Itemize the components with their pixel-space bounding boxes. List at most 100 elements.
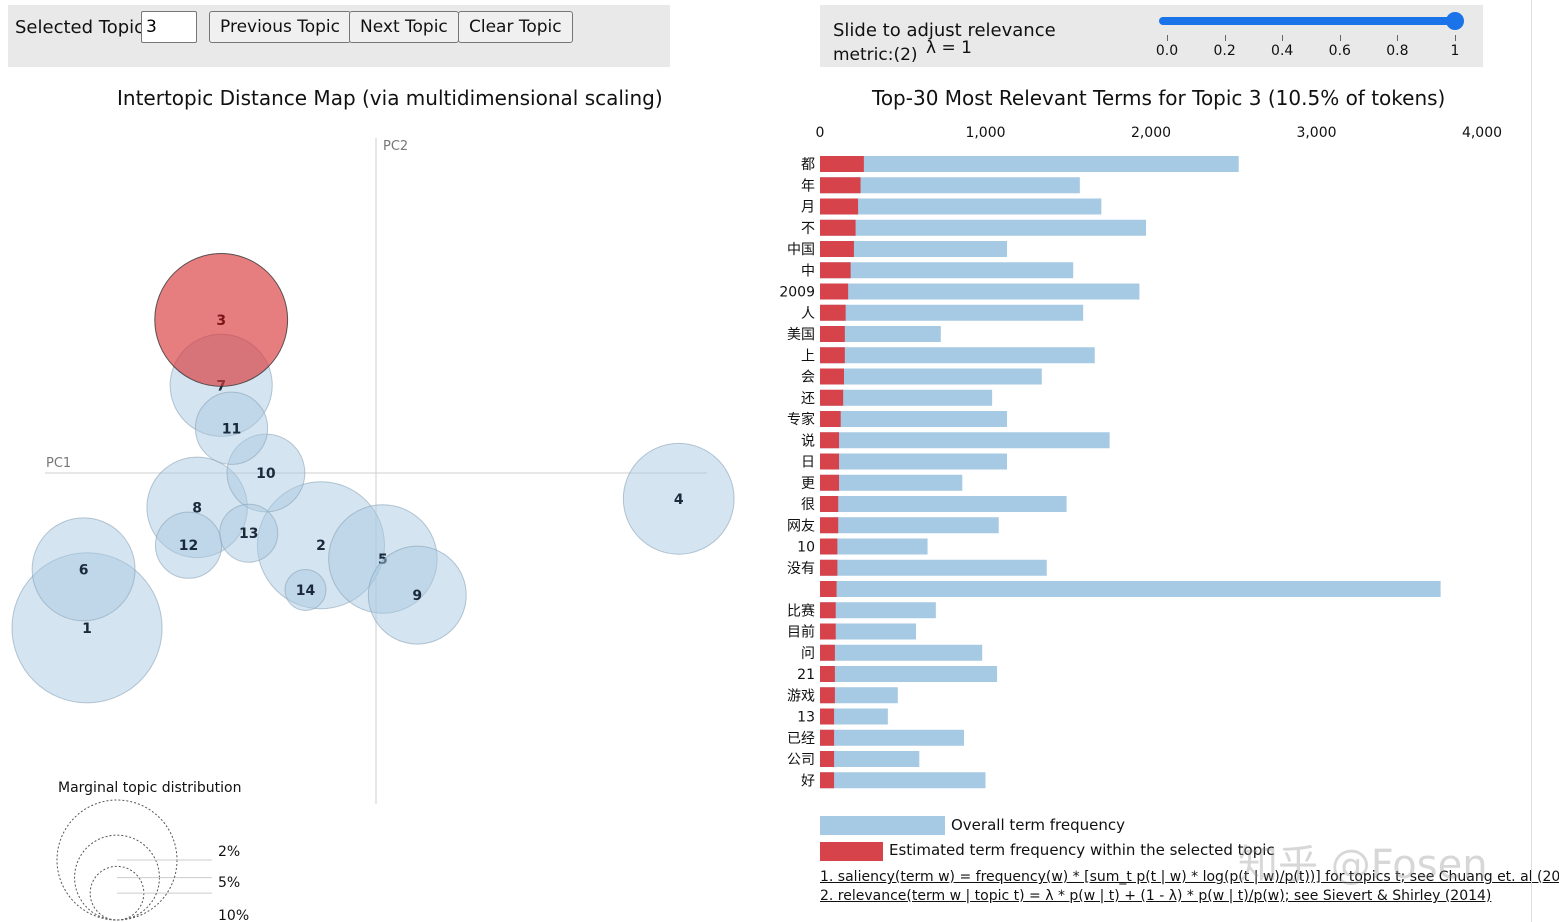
term-label[interactable]: 月 [801, 200, 815, 216]
topic-bubble-3[interactable] [154, 252, 289, 387]
overall-bar[interactable] [820, 729, 964, 746]
overall-bar[interactable] [820, 326, 941, 342]
topic-bar[interactable] [820, 177, 861, 194]
next-topic-button[interactable]: Next Topic [349, 11, 459, 43]
topic-bar[interactable] [820, 432, 840, 449]
overall-bar[interactable] [820, 474, 963, 491]
term-label[interactable]: 问 [801, 646, 815, 662]
topic-bubble-14[interactable] [284, 568, 327, 611]
topic-bar[interactable] [820, 751, 835, 767]
term-label[interactable]: 日 [801, 455, 815, 471]
overall-bar[interactable] [820, 602, 936, 619]
topic-bar[interactable] [820, 219, 856, 236]
topic-bar[interactable] [820, 262, 851, 279]
selected-topic-input[interactable] [141, 11, 197, 43]
topic-bubble-9[interactable] [367, 545, 467, 645]
term-label[interactable]: 2009 [779, 285, 815, 301]
term-label[interactable]: 21 [797, 667, 815, 683]
term-label[interactable]: 会 [801, 370, 815, 386]
term-label[interactable]: 美国 [787, 327, 815, 343]
overall-bar[interactable] [820, 347, 1095, 364]
overall-bar[interactable] [820, 581, 1441, 597]
saliency-reference-link[interactable]: 1. saliency(term w) = frequency(w) * [su… [820, 869, 1559, 885]
overall-bar[interactable] [820, 687, 898, 704]
topic-bar[interactable] [820, 368, 844, 385]
term-label[interactable]: 10 [797, 540, 815, 556]
overall-bar[interactable] [820, 156, 1239, 172]
topic-bar[interactable] [820, 198, 859, 215]
topic-bar[interactable] [820, 517, 839, 534]
overall-bar[interactable] [820, 517, 999, 534]
term-label[interactable]: 目前 [787, 624, 815, 641]
term-label[interactable]: 都 [801, 157, 815, 173]
slider-track[interactable] [1159, 17, 1461, 25]
topic-bar[interactable] [820, 538, 838, 555]
term-label[interactable]: 说 [801, 433, 815, 449]
topic-bubble-11[interactable] [194, 391, 269, 465]
overall-bar[interactable] [820, 623, 916, 640]
term-label[interactable]: 网友 [787, 518, 815, 534]
term-label[interactable]: 好 [801, 773, 815, 789]
topic-bar[interactable] [820, 644, 835, 661]
previous-topic-button[interactable]: Previous Topic [209, 11, 352, 43]
overall-bar[interactable] [820, 368, 1042, 385]
topic-bar[interactable] [820, 666, 835, 682]
topic-bar[interactable] [820, 602, 836, 619]
topic-bubble-4[interactable] [622, 442, 735, 555]
overall-bar[interactable] [820, 538, 928, 555]
term-label[interactable]: 专家 [787, 411, 815, 428]
topic-bar[interactable] [820, 623, 836, 640]
overall-bar[interactable] [820, 772, 986, 789]
term-label[interactable]: 更 [801, 476, 815, 492]
overall-bar[interactable] [820, 411, 1008, 427]
topic-bar[interactable] [820, 304, 846, 321]
topic-bar[interactable] [820, 411, 841, 427]
term-label[interactable]: 公司 [787, 752, 815, 768]
term-label[interactable]: 中国 [787, 242, 815, 258]
topic-bar[interactable] [820, 453, 840, 470]
overall-bar[interactable] [820, 389, 993, 406]
topic-bar[interactable] [820, 687, 835, 704]
term-label[interactable]: 中 [801, 263, 815, 279]
overall-bar[interactable] [820, 644, 983, 661]
overall-bar[interactable] [820, 198, 1102, 215]
term-label[interactable]: 没有 [787, 561, 815, 577]
topic-bar[interactable] [820, 559, 838, 576]
overall-bar[interactable] [820, 751, 920, 767]
term-label[interactable]: 比赛 [787, 603, 815, 619]
clear-topic-button[interactable]: Clear Topic [458, 11, 573, 43]
topic-bar[interactable] [820, 241, 854, 257]
topic-bar[interactable] [820, 496, 839, 512]
term-label[interactable]: 还 [801, 391, 815, 407]
topic-bar[interactable] [820, 581, 837, 597]
overall-bar[interactable] [820, 304, 1084, 321]
topic-bubble-12[interactable] [154, 511, 223, 579]
term-label[interactable]: 游戏 [787, 688, 815, 704]
overall-bar[interactable] [820, 177, 1080, 194]
topic-bar[interactable] [820, 729, 835, 746]
topic-bar[interactable] [820, 389, 844, 406]
term-label[interactable]: 年 [801, 178, 815, 194]
topic-bar[interactable] [820, 283, 849, 300]
overall-bar[interactable] [820, 496, 1067, 512]
topic-bar[interactable] [820, 156, 864, 172]
topic-bubble-13[interactable] [219, 503, 279, 563]
term-label[interactable]: 上 [801, 348, 815, 364]
topic-bubble-6[interactable] [31, 517, 136, 622]
topic-bar[interactable] [820, 347, 845, 364]
topic-bar[interactable] [820, 772, 835, 789]
relevance-reference-link[interactable]: 2. relevance(term w | topic t) = λ * p(w… [820, 888, 1492, 904]
topic-bar[interactable] [820, 708, 835, 725]
topic-bar[interactable] [820, 474, 840, 491]
term-label[interactable]: 已经 [787, 731, 815, 747]
term-label[interactable]: 13 [797, 710, 815, 726]
slider-thumb[interactable] [1446, 12, 1464, 30]
topic-bar[interactable] [820, 326, 845, 342]
term-label[interactable]: 不 [801, 221, 815, 237]
overall-bar[interactable] [820, 708, 888, 725]
overall-bar[interactable] [820, 219, 1147, 236]
overall-bar[interactable] [820, 283, 1140, 300]
overall-bar[interactable] [820, 666, 998, 682]
overall-bar[interactable] [820, 262, 1074, 279]
overall-bar[interactable] [820, 559, 1047, 576]
